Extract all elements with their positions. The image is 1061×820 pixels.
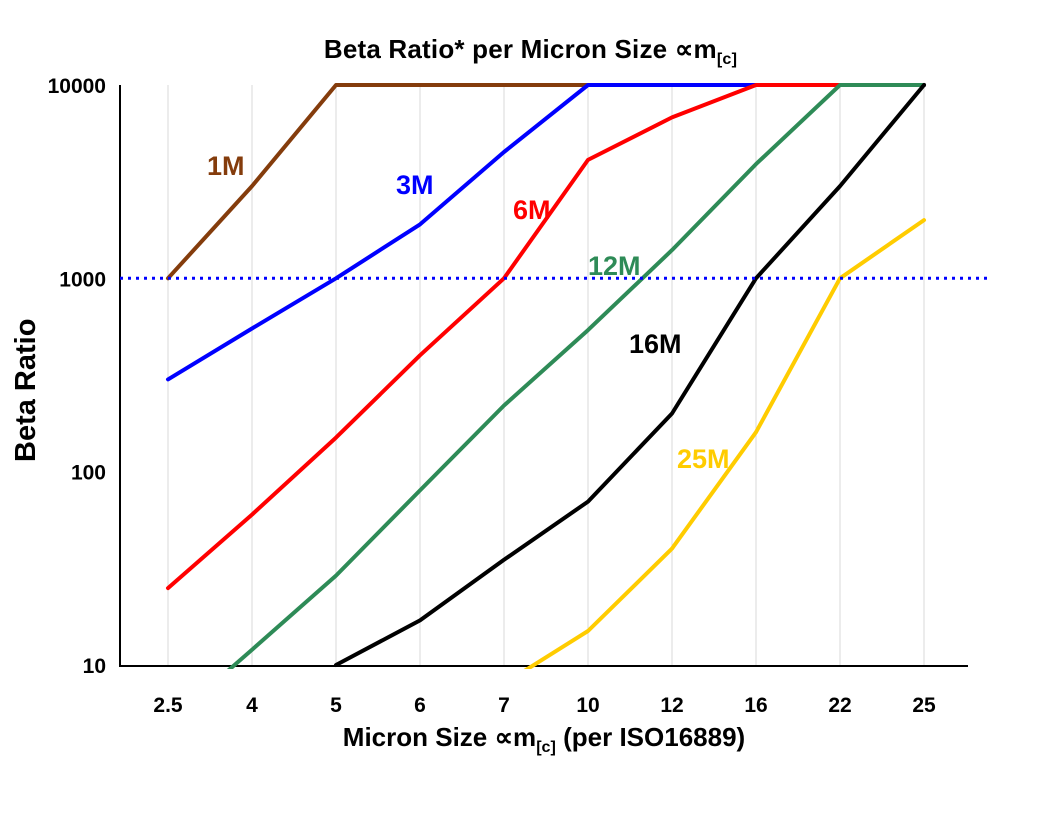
chart-title-symbol: ∝m bbox=[674, 34, 717, 64]
series-line-6M bbox=[166, 83, 926, 591]
x-tick-label: 12 bbox=[660, 694, 683, 717]
series-group bbox=[166, 83, 926, 669]
x-tick-label: 25 bbox=[912, 694, 936, 717]
x-tick-label: 5 bbox=[330, 694, 342, 717]
x-axis-title-main: Micron Size bbox=[342, 722, 495, 752]
x-tick-label: 10 bbox=[576, 694, 599, 717]
series-line-16M bbox=[334, 83, 926, 667]
x-tick-label: 2.5 bbox=[153, 694, 183, 717]
x-axis-title-symbol: ∝m bbox=[494, 722, 537, 752]
x-axis-title-subscript: [c] bbox=[536, 738, 556, 757]
y-tick-label: 10000 bbox=[48, 75, 106, 98]
chart-title: Beta Ratio* per Micron Size ∝m[c] bbox=[0, 34, 1061, 69]
x-tick-label: 4 bbox=[246, 694, 258, 717]
series-label-12M: 12M bbox=[588, 251, 641, 281]
series-label-6M: 6M bbox=[513, 195, 551, 225]
y-tick-label: 10 bbox=[83, 655, 106, 678]
series-line-25M bbox=[523, 218, 926, 669]
series-label-1M: 1M bbox=[207, 151, 245, 181]
x-tick-label: 22 bbox=[828, 694, 851, 717]
x-tick-label: 7 bbox=[498, 694, 510, 717]
x-axis-title-post: (per ISO16889) bbox=[555, 722, 746, 752]
x-axis-title: Micron Size ∝m[c] (per ISO16889) bbox=[120, 722, 968, 757]
series-label-25M: 25M bbox=[677, 444, 730, 474]
x-tick-label: 16 bbox=[744, 694, 767, 717]
chart-title-subscript: [c] bbox=[716, 50, 738, 69]
y-tick-label: 1000 bbox=[59, 268, 106, 291]
series-label-3M: 3M bbox=[396, 170, 434, 200]
series-line-12M bbox=[226, 83, 926, 669]
y-tick-label: 100 bbox=[71, 462, 106, 485]
gridlines-group bbox=[167, 85, 925, 665]
x-tick-label: 6 bbox=[414, 694, 426, 717]
chart-title-main: Beta Ratio* per Micron Size bbox=[323, 34, 675, 64]
series-label-16M: 16M bbox=[629, 329, 682, 359]
